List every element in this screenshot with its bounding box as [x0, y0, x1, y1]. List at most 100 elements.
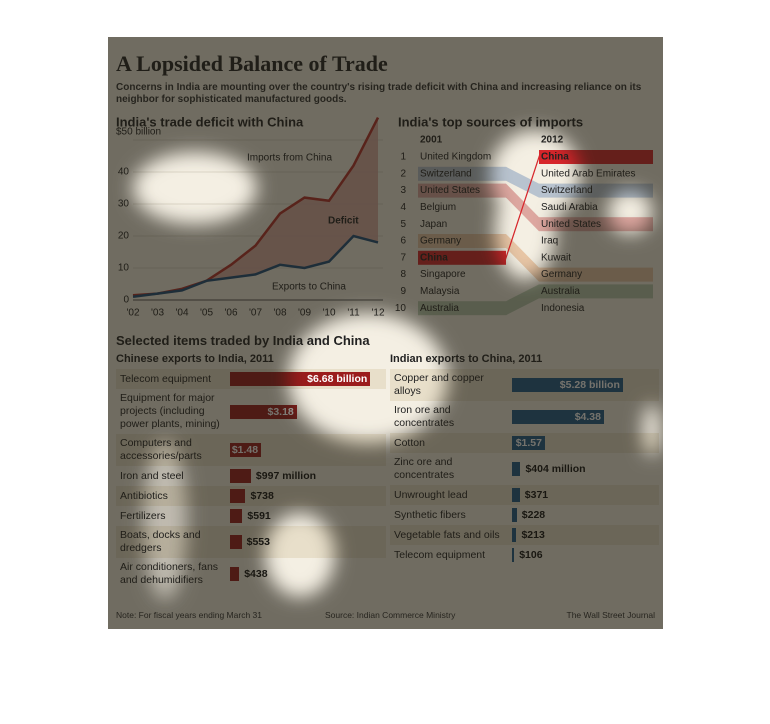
country-name: Malaysia: [420, 286, 460, 297]
credit: The Wall Street Journal: [566, 610, 656, 620]
bar-area: $213: [512, 528, 659, 542]
rank-number: 8: [400, 269, 406, 280]
bar-row: Fertilizers $591: [116, 506, 386, 526]
category-label: Air conditioners, fans and dehumidifiers: [120, 561, 219, 586]
country-name: Germany: [420, 236, 461, 247]
top-charts: India's trade deficit with China01020304…: [116, 114, 653, 319]
rank-number: 7: [400, 252, 406, 263]
country-name: United States: [420, 185, 480, 196]
bar-row: Telecom equipment $6.68 billion: [116, 369, 386, 389]
bar-area: $591: [230, 509, 377, 523]
category-label: Iron and steel: [120, 469, 184, 482]
bar-area: $106: [512, 548, 659, 562]
bar: [512, 528, 517, 542]
bar: [512, 548, 515, 562]
value-label: $591: [247, 510, 271, 522]
bar-row: Telecom equipment $106: [390, 545, 659, 565]
category-label: Cotton: [394, 436, 425, 449]
bar-area: $1.48: [230, 443, 377, 457]
value-label: $371: [524, 489, 549, 501]
bar-row: Cotton $1.57: [390, 433, 659, 453]
bar-row: Iron and steel $997 million: [116, 466, 386, 486]
y-tick-label: $50 billion: [116, 127, 161, 138]
bar-row: Computers and accessories/parts $1.48: [116, 434, 386, 466]
value-label: $5.28 billion: [559, 379, 620, 391]
annotation: Deficit: [328, 216, 359, 227]
country-name: Saudi Arabia: [541, 202, 598, 213]
x-tick-label: '07: [249, 308, 262, 319]
x-tick-label: '05: [200, 308, 213, 319]
country-name: China: [541, 152, 569, 163]
y-tick-label: 40: [118, 167, 130, 178]
bar-area: $6.68 billion: [230, 372, 377, 386]
bar-area: $997 million: [230, 469, 377, 483]
x-tick-label: '08: [273, 308, 286, 319]
x-tick-label: '06: [224, 308, 237, 319]
rank-number: 2: [400, 168, 406, 179]
column-label: 2001: [420, 135, 443, 146]
bar-row: Antibiotics $738: [116, 486, 386, 506]
category-label: Synthetic fibers: [394, 508, 466, 521]
category-label: Fertilizers: [120, 509, 166, 522]
bar: [230, 509, 243, 523]
value-label: $997 million: [255, 470, 317, 482]
series-label: Exports to China: [272, 282, 346, 293]
rank-number: 4: [400, 202, 406, 213]
country-name: Germany: [541, 269, 582, 280]
bar: [230, 469, 251, 483]
category-label: Unwrought lead: [394, 488, 468, 501]
category-label: Telecom equipment: [394, 548, 486, 561]
country-name: Kuwait: [541, 252, 571, 263]
bar-area: $404 million: [512, 462, 659, 476]
value-label: $6.68 billion: [307, 373, 368, 385]
category-label: Computers and accessories/parts: [120, 437, 202, 462]
x-tick-label: '12: [371, 308, 384, 319]
column-label: 2012: [541, 135, 564, 146]
country-name: Switzerland: [541, 185, 593, 196]
category-label: Iron ore and concentrates: [394, 404, 455, 429]
bar-row: Equipment for major projects (including …: [116, 389, 386, 434]
value-label: $4.38: [574, 411, 601, 423]
value-label: $106: [519, 549, 543, 561]
x-tick-label: '04: [175, 308, 188, 319]
bar-row: Air conditioners, fans and dehumidifiers…: [116, 558, 386, 590]
bar: [230, 489, 246, 503]
chart-title: Chinese exports to India, 2011: [116, 353, 274, 365]
country-name: Singapore: [420, 269, 466, 280]
country-name: United States: [541, 219, 601, 230]
note: Note: For fiscal years ending March 31: [116, 610, 262, 620]
value-label: $738: [250, 490, 274, 502]
deficit-area: [133, 117, 378, 297]
value-label: $228: [521, 509, 546, 521]
value-label: $3.18: [267, 405, 294, 418]
category-label: Vegetable fats and oils: [394, 528, 500, 541]
section-title: Selected items traded by India and China: [116, 333, 370, 348]
bar-area: $438: [230, 567, 377, 581]
country-name: United Arab Emirates: [541, 168, 636, 179]
y-tick-label: 10: [118, 263, 130, 274]
category-label: Telecom equipment: [120, 372, 212, 385]
infographic: A Lopsided Balance of Trade Concerns in …: [108, 37, 663, 629]
bar-row: Unwrought lead $371: [390, 485, 659, 505]
country-name: Iraq: [541, 236, 558, 247]
bar-area: $3.18: [230, 404, 377, 419]
x-tick-label: '02: [126, 308, 139, 319]
country-name: China: [420, 252, 448, 263]
value-label: $1.48: [231, 444, 259, 456]
category-label: Copper and copper alloys: [394, 372, 484, 397]
rank-number: 6: [400, 236, 406, 247]
bar-area: $5.28 billion: [512, 378, 659, 392]
bar: [512, 488, 520, 502]
x-tick-label: '03: [151, 308, 164, 319]
bar-area: $228: [512, 508, 659, 522]
source: Source: Indian Commerce Ministry: [325, 610, 456, 620]
rank-number: 5: [400, 219, 406, 230]
y-tick-label: 20: [118, 231, 130, 242]
value-label: $213: [521, 529, 545, 541]
value-label: $1.57: [515, 437, 542, 449]
x-tick-label: '09: [298, 308, 311, 319]
bar-chart-india-exports: Indian exports to China, 2011 Copper and …: [390, 353, 659, 565]
bar-area: $4.38: [512, 410, 659, 424]
bar: [512, 508, 517, 522]
bar-row: Iron ore and concentrates $4.38: [390, 401, 659, 433]
